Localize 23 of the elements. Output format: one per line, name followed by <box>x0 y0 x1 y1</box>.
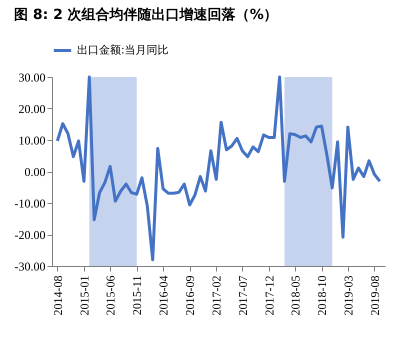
legend-label: 出口金额:当月同比 <box>77 44 169 56</box>
x-tick-label: 2017-12 <box>262 276 276 316</box>
x-tick-label: 2015-01 <box>77 276 92 316</box>
x-tick-label: 2015-11 <box>130 276 144 316</box>
y-tick-label: 10.00 <box>18 134 46 148</box>
y-tick-label: -20.00 <box>14 228 46 242</box>
chart-title: 图 8: 2 次组合均伴随出口增速回落（%） <box>14 7 278 23</box>
y-tick-label: -10.00 <box>14 196 46 210</box>
y-tick-label: -30.00 <box>14 260 46 274</box>
x-tick-label: 2015-06 <box>104 276 118 316</box>
x-tick-label: 2019-03 <box>341 276 356 316</box>
x-tick-label: 2016-09 <box>183 276 198 316</box>
line-series <box>56 76 382 262</box>
x-tick-label: 2017-02 <box>210 276 224 316</box>
x-tick-label: 2016-04 <box>156 276 171 316</box>
y-tick-label: 20.00 <box>18 102 46 116</box>
y-tick-label: 0.00 <box>24 165 46 179</box>
x-tick-label: 2017-07 <box>236 276 250 316</box>
x-tick-label: 2018-05 <box>288 276 303 316</box>
x-tick-label: 2019-08 <box>368 276 382 316</box>
x-tick-label: 2014-08 <box>50 276 65 316</box>
x-tick-label: 2018-10 <box>315 276 330 316</box>
y-tick-label: 30.00 <box>18 70 46 84</box>
